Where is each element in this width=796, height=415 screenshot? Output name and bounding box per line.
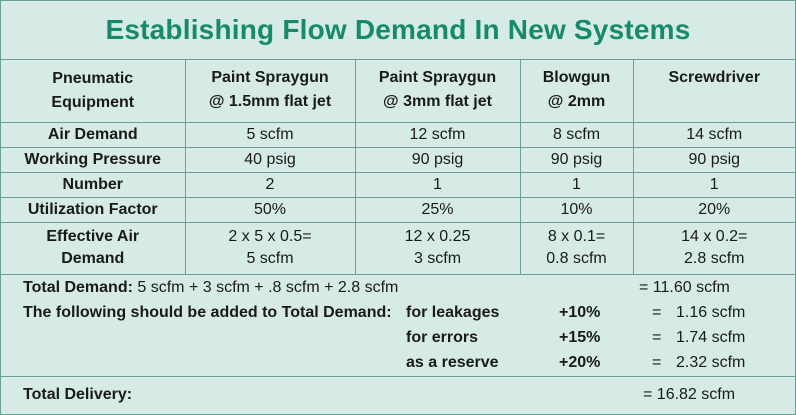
cell: 50%	[185, 197, 356, 223]
cell: 8 scfm	[520, 122, 634, 148]
additions-label: The following should be added to Total D…	[23, 304, 392, 321]
row-label: Number	[1, 172, 186, 198]
cell: 90 psig	[520, 147, 634, 173]
total-demand-result: = 11.60 scfm	[639, 279, 730, 296]
addition-value: 2.32 scfm	[676, 354, 746, 371]
cell: 12 x 0.25 3 scfm	[355, 222, 521, 275]
cell: 20%	[633, 197, 795, 223]
addition-percent: +15%	[559, 329, 601, 346]
total-delivery-label: Total Delivery:	[23, 386, 133, 403]
row-number: Number 2 1 1 1	[1, 172, 795, 198]
row-label: Air Demand	[1, 122, 186, 148]
total-delivery-value: = 16.82 scfm	[643, 386, 736, 403]
header-blowgun: Blowgun @ 2mm	[520, 60, 634, 123]
cell: 90 psig	[355, 147, 521, 173]
row-utilization-factor: Utilization Factor 50% 25% 10% 20%	[1, 197, 795, 223]
cell: 5 scfm	[185, 122, 356, 148]
cell: 14 x 0.2= 2.8 scfm	[633, 222, 795, 275]
cell: 1	[633, 172, 795, 198]
addition-value: 1.74 scfm	[676, 329, 746, 346]
addition-equals: =	[652, 329, 662, 346]
totals-section: Total Demand: 5 scfm + 3 scfm + .8 scfm …	[1, 275, 795, 377]
page-title: Establishing Flow Demand In New Systems	[105, 14, 691, 45]
total-demand-expression: 5 scfm + 3 scfm + .8 scfm + 2.8 scfm	[137, 279, 399, 296]
equipment-table: Pneumatic Equipment Paint Spraygun @ 1.5…	[1, 60, 795, 275]
row-label: Effective Air Demand	[1, 222, 186, 275]
row-air-demand: Air Demand 5 scfm 12 scfm 8 scfm 14 scfm	[1, 122, 795, 148]
addition-name: as a reserve	[406, 354, 499, 371]
addition-name: for leakages	[406, 304, 500, 321]
cell: 40 psig	[185, 147, 356, 173]
cell: 8 x 0.1= 0.8 scfm	[520, 222, 634, 275]
header-row: Pneumatic Equipment Paint Spraygun @ 1.5…	[1, 60, 795, 123]
total-demand-line: Total Demand: 5 scfm + 3 scfm + .8 scfm …	[23, 279, 398, 297]
header-spraygun-1-5mm: Paint Spraygun @ 1.5mm flat jet	[185, 60, 356, 123]
row-working-pressure: Working Pressure 40 psig 90 psig 90 psig…	[1, 147, 795, 173]
header-screwdriver: Screwdriver	[633, 60, 795, 123]
addition-equals: =	[652, 304, 662, 321]
cell: 90 psig	[633, 147, 795, 173]
cell: 25%	[355, 197, 521, 223]
header-equipment: Pneumatic Equipment	[1, 60, 186, 123]
addition-name: for errors	[406, 329, 479, 346]
cell: 1	[355, 172, 521, 198]
cell: 2	[185, 172, 356, 198]
cell: 14 scfm	[633, 122, 795, 148]
row-label: Working Pressure	[1, 147, 186, 173]
cell: 10%	[520, 197, 634, 223]
total-demand-label: Total Demand:	[23, 279, 133, 296]
total-delivery-section: Total Delivery: = 16.82 scfm	[1, 377, 795, 414]
cell: 1	[520, 172, 634, 198]
title-bar: Establishing Flow Demand In New Systems	[1, 1, 795, 60]
cell: 2 x 5 x 0.5= 5 scfm	[185, 222, 356, 275]
addition-value: 1.16 scfm	[676, 304, 746, 321]
row-label: Utilization Factor	[1, 197, 186, 223]
cell: 12 scfm	[355, 122, 521, 148]
header-spraygun-3mm: Paint Spraygun @ 3mm flat jet	[355, 60, 521, 123]
addition-percent: +10%	[559, 304, 601, 321]
addition-percent: +20%	[559, 354, 601, 371]
row-effective-air-demand: Effective Air Demand 2 x 5 x 0.5= 5 scfm…	[1, 222, 795, 275]
addition-equals: =	[652, 354, 662, 371]
